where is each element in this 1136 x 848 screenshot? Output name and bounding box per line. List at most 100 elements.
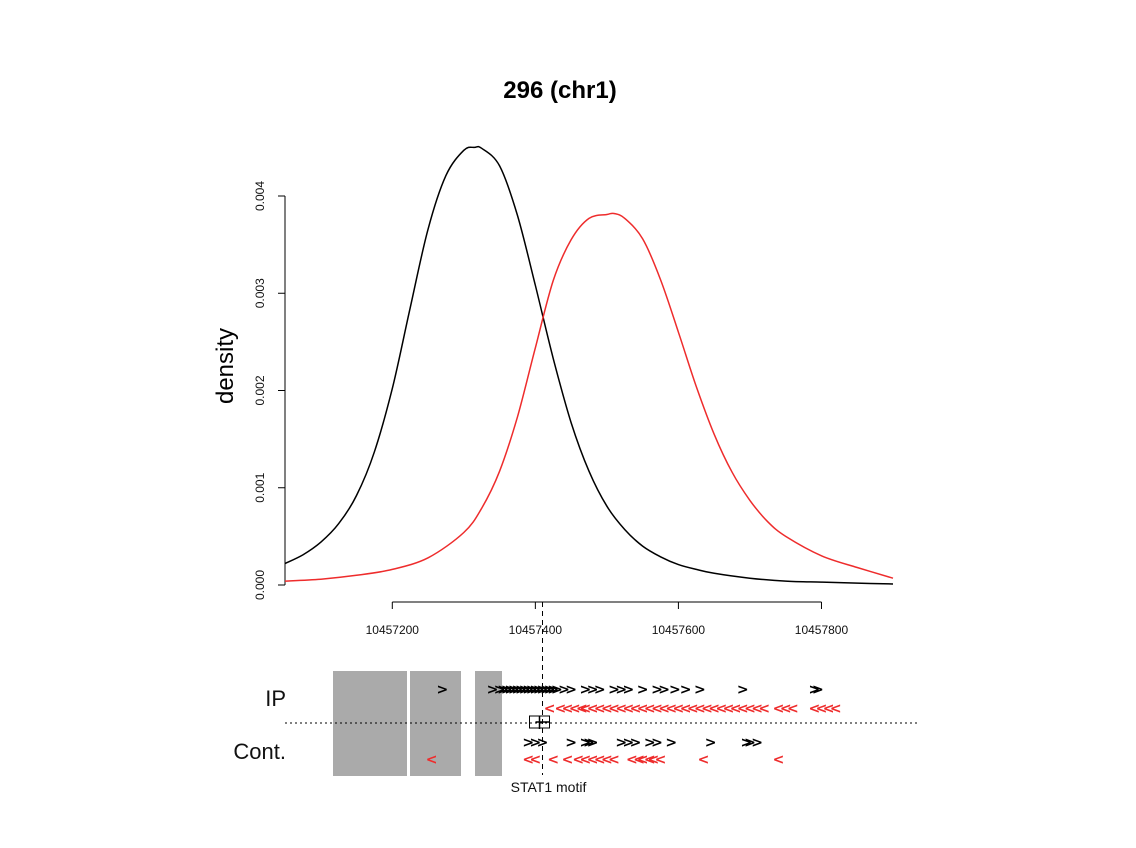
ip-forward-read: > [497,682,509,698]
ip-forward-read: > [608,682,620,698]
ip-forward-read: > [487,682,499,698]
control-reverse-read: < [580,752,592,768]
ip-forward-read: > [512,682,524,698]
ip-forward-read: > [515,682,527,698]
control-forward-read: > [665,735,677,751]
ip-forward-read: > [537,682,549,698]
ip-reverse-read: < [701,701,713,717]
ip-forward-read: > [808,682,820,698]
control-forward-read: > [751,735,763,751]
ip-reverse-read: < [608,701,620,717]
ip-reverse-read: < [569,701,581,717]
ip-forward-read: > [504,682,516,698]
control-reverse-read: < [594,752,606,768]
read-tracks: IP Cont. > >>>>>>>>>>>>>>>>>>>> >>> >>> > >>>… [233,602,918,795]
ip-forward-read: > [565,682,577,698]
y-tick-label: 0.002 [253,375,267,405]
ip-forward-read: > [658,682,670,698]
control-reverse-read: < [633,752,645,768]
ip-forward-read: > [622,682,634,698]
control-forward-read: > [529,735,541,751]
ip-reverse-read: < [694,701,706,717]
ip-forward-read: > [694,682,706,698]
control-forward-read: > [580,735,592,751]
motif-marker: STAT1 motif [511,602,586,795]
ip-track-label: IP [265,686,286,711]
ip-reverse-read: < [680,701,692,717]
control-forward-read: > [740,735,752,751]
chart-title: 296 (chr1) [503,77,616,104]
control-forward-read: > [630,735,642,751]
control-forward-read: > [615,735,627,751]
ip-reverse-read: < [737,701,749,717]
ip-forward-read: > [544,682,556,698]
ip-forward-read: > [651,682,663,698]
ip-reverse-read: < [723,701,735,717]
ip-forward-read: > [508,682,520,698]
y-tick-label: 0.001 [253,472,267,502]
control-reverse-read: < [655,752,667,768]
ip-forward-read: > [594,682,606,698]
control-reverse-read: < [562,752,574,768]
ip-reverse-read: < [715,701,727,717]
y-tick-label: 0.003 [253,278,267,308]
ip-forward-read: > [501,682,513,698]
ip-reverse-read: < [544,701,556,717]
control-forward-read: > [705,735,717,751]
x-tick-label: 10457600 [652,623,706,637]
ip-forward-read: > [540,682,552,698]
density-series [284,145,894,585]
ip-reverse-read: < [787,701,799,717]
control-forward-read: > [644,735,656,751]
control-reverse-read: < [529,752,541,768]
y-axis-title: density [212,328,239,404]
ip-reverse-read: < [751,701,763,717]
x-tick-label: 10457200 [366,623,420,637]
y-axis: 0.000 0.001 0.002 0.003 0.004 [253,181,286,600]
control-reverse-read: < [608,752,620,768]
control-reverse-read: < [426,752,438,768]
ip-reverse-read: < [830,701,842,717]
control-forward-read: > [537,735,549,751]
gap-block [475,671,502,776]
ip-reverse-read: < [630,701,642,717]
ip-forward-read: > [436,682,448,698]
ip-reverse-read: < [744,701,756,717]
ip-reverse-read: < [555,701,567,717]
ip-reverse-read: < [730,701,742,717]
control-reverse-read: < [626,752,638,768]
control-density-line [284,212,894,582]
control-forward-read: > [565,735,577,751]
control-reverse-read: < [648,752,660,768]
control-reverse-read: < [698,752,710,768]
y-tick-label: 0.000 [253,570,267,600]
control-reverse-read: < [773,752,785,768]
control-reverse-read: < [522,752,534,768]
ip-forward-read: > [533,682,545,698]
ip-reverse-read: < [758,701,770,717]
ip-reverse-read: < [687,701,699,717]
x-tick-label: 10457400 [509,623,563,637]
ip-reverse-read: < [665,701,677,717]
ip-reverse-read: < [587,701,599,717]
control-reverse-read: < [547,752,559,768]
ip-reverse-read: < [773,701,785,717]
ip-reverse-read: < [562,701,574,717]
control-forward-read: > [587,735,599,751]
ip-reverse-read: < [601,701,613,717]
x-axis: 10457200 10457400 10457600 10457800 [366,601,849,637]
ip-forward-read: > [529,682,541,698]
ip-reverse-read: < [594,701,606,717]
control-reverse-read: < [601,752,613,768]
control-forward-read: > [651,735,663,751]
ip-forward-read: > [669,682,681,698]
ip-forward-read: > [737,682,749,698]
ip-forward-read: > [547,682,559,698]
y-tick-label: 0.004 [253,181,267,211]
ip-forward-read: > [812,682,824,698]
x-tick-label: 10457800 [795,623,849,637]
ip-reverse-read: < [576,701,588,717]
ip-reverse-read: < [622,701,634,717]
control-forward-read: > [622,735,634,751]
